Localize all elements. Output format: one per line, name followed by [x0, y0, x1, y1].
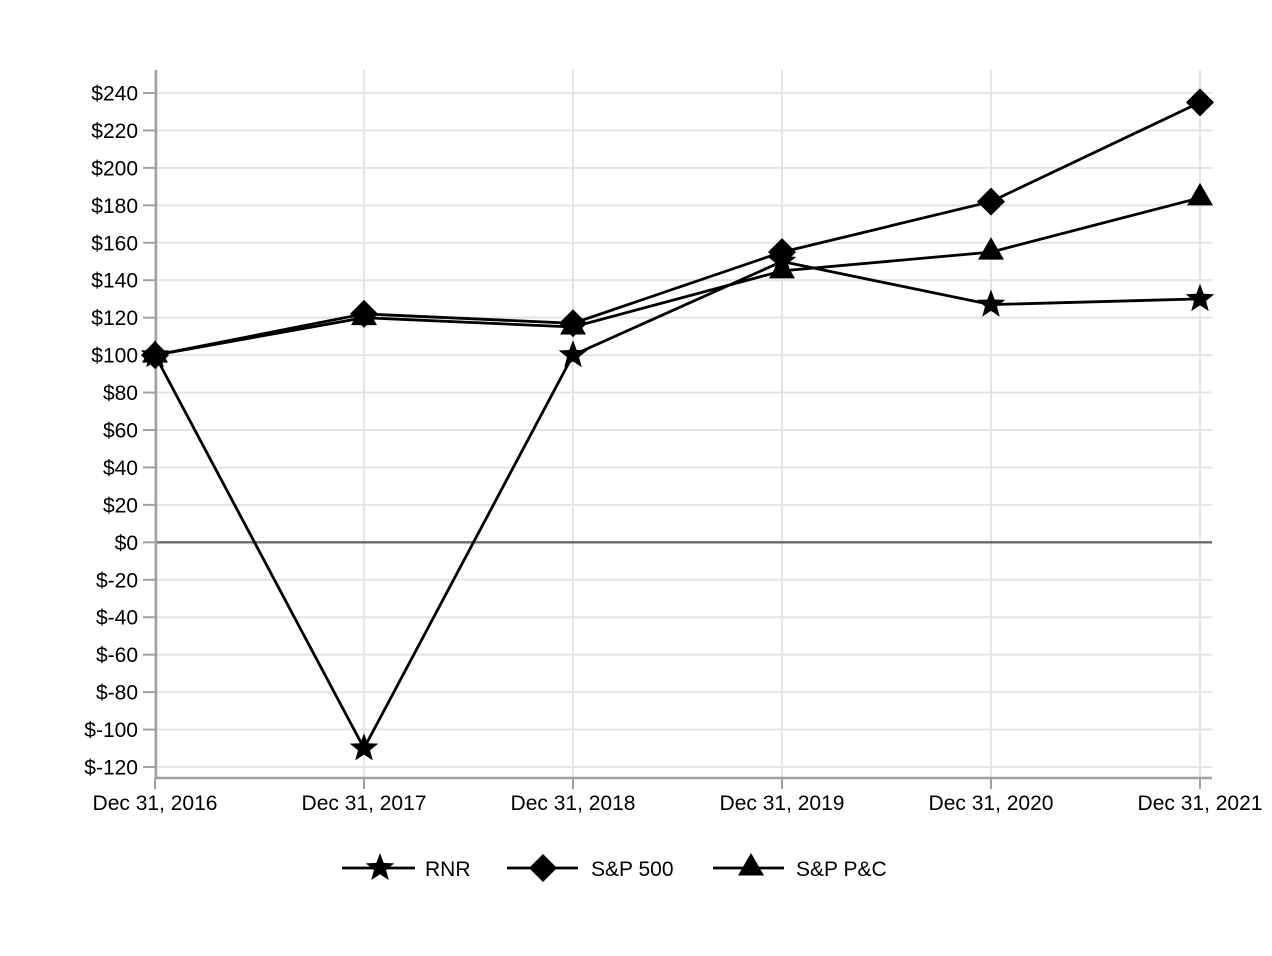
star-marker [976, 289, 1006, 317]
y-tick-label: $-60 [96, 644, 138, 667]
triangle-marker [978, 237, 1004, 260]
star-icon [365, 853, 395, 881]
y-tick-label: $0 [115, 532, 138, 555]
y-tick-label: $20 [103, 494, 138, 517]
diamond-marker [977, 187, 1005, 216]
y-tick-label: $-120 [84, 756, 138, 779]
legend-label-rnr: RNR [425, 858, 471, 881]
y-tick-label: $-80 [96, 682, 138, 705]
diamond-marker [1186, 88, 1214, 117]
y-tick-label: $40 [103, 457, 138, 480]
triangle-marker [351, 302, 377, 326]
series-line-s-p-500 [154, 101, 1201, 357]
x-tick-label: Dec 31, 2017 [302, 792, 427, 815]
y-tick-label: $180 [91, 195, 138, 218]
legend-label-sppc: S&P P&C [796, 858, 887, 881]
star-marker [558, 340, 588, 368]
axes [143, 70, 1212, 789]
y-tick-label: $100 [91, 345, 138, 368]
triangle-icon [738, 853, 764, 876]
triangle-marker [142, 340, 168, 363]
y-tick-label: $220 [91, 120, 138, 143]
x-tick-label: Dec 31, 2018 [511, 792, 636, 815]
y-tick-label: $240 [91, 83, 138, 106]
y-tick-label: $160 [91, 232, 138, 255]
legend-label-sp500: S&P 500 [591, 858, 674, 881]
series-rnr [140, 246, 1215, 761]
star-marker [349, 733, 379, 761]
gridlines [154, 70, 1212, 778]
x-tick-label: Dec 31, 2019 [720, 792, 845, 815]
diamond-icon [529, 854, 557, 882]
y-axis-labels: $-120 $-100 $-80 $-60 $-40 $-20 $0 $20 $40 $60 $80… [84, 83, 138, 780]
y-tick-label: $140 [91, 270, 138, 293]
x-axis-labels: Dec 31, 2016 Dec 31, 2017 Dec 31, 2018 Dec … [93, 792, 1263, 815]
triangle-marker [1187, 182, 1213, 206]
x-tick-label: Dec 31, 2020 [929, 792, 1054, 815]
y-tick-label: $200 [91, 157, 138, 180]
y-tick-label: $-40 [96, 607, 138, 630]
triangle-marker [560, 312, 586, 335]
y-tick-label: $-20 [96, 569, 138, 592]
y-tick-label: $80 [103, 382, 138, 405]
triangle-marker [769, 255, 795, 279]
star-marker [1185, 283, 1215, 312]
diamond-marker [768, 238, 796, 267]
y-tick-label: $60 [103, 419, 138, 442]
x-tick-label: Dec 31, 2021 [1138, 792, 1263, 815]
x-tick-label: Dec 31, 2016 [93, 792, 218, 815]
chart-legend: RNR S&P 500 S&P P&C [342, 853, 887, 882]
series-s-p-p-c [142, 182, 1213, 363]
y-tick-label: $-100 [84, 719, 138, 742]
y-tick-label: $120 [91, 307, 138, 330]
series-line-rnr [153, 260, 1201, 752]
series-line-s-p-p-c [154, 196, 1201, 357]
